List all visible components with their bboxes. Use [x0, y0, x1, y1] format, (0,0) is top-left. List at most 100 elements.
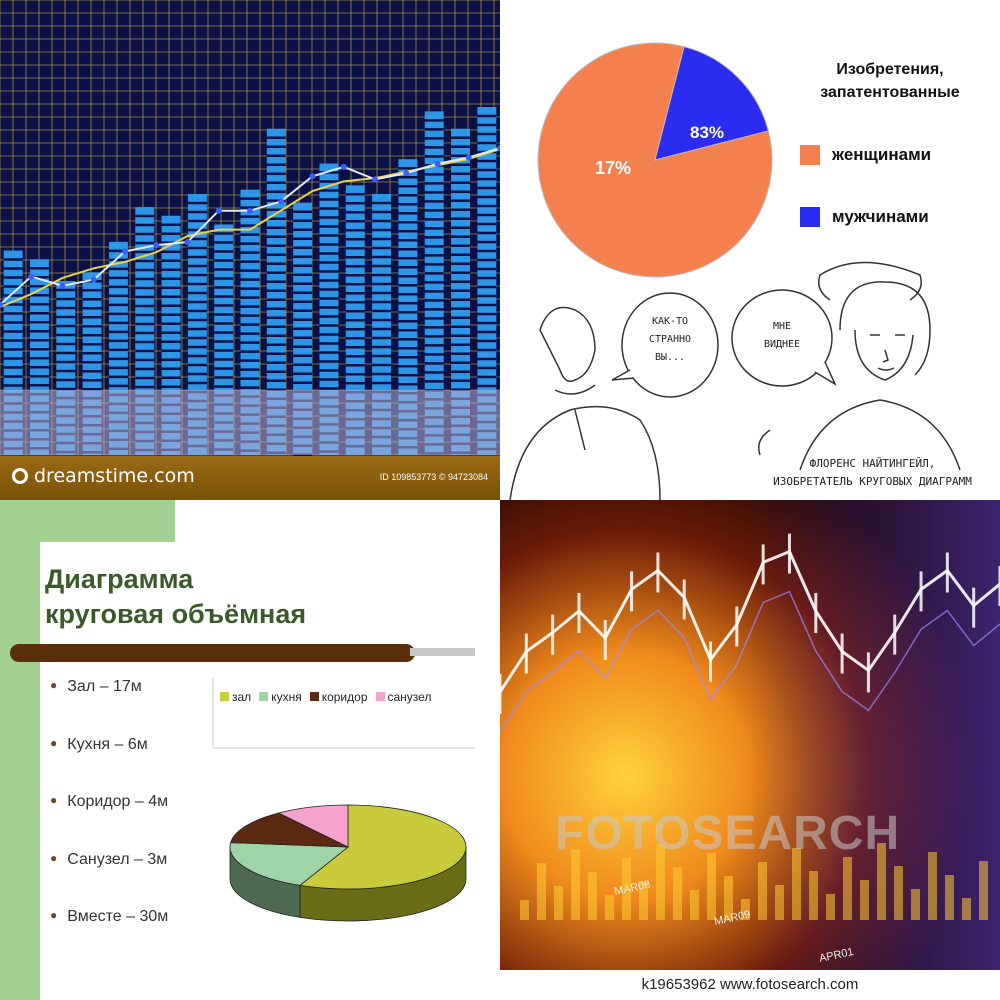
series-point [340, 163, 347, 170]
dreamstime-logo-text: dreamstime.com [34, 465, 195, 487]
pie3d-slice-koridor [230, 812, 349, 848]
pie-label-men: 83% [690, 123, 724, 142]
volume-bar [775, 885, 784, 920]
bar-line-chart-tile: dreamstime.com ID 109853773 © 94723084 [0, 0, 500, 500]
volume-bar [792, 848, 801, 920]
dreamstime-logo: dreamstime.com [12, 465, 195, 487]
bar [372, 194, 392, 455]
series-point [403, 170, 410, 177]
volume-bar [741, 899, 750, 920]
volume-bar [707, 853, 716, 920]
volume-bar [962, 898, 971, 920]
volume-bar [554, 886, 563, 920]
bubble-woman-line-1: МНЕ [772, 321, 792, 332]
volume-bar [979, 861, 988, 920]
volume-bar [826, 894, 835, 920]
volume-bar [605, 895, 614, 920]
bubble-man-line-1: КАК-ТО [651, 316, 689, 327]
pie-label-women: 17% [595, 158, 631, 178]
bubble-man-line-3: ВЫ... [654, 352, 686, 363]
volume-bar [894, 866, 903, 920]
bar [187, 194, 207, 455]
series-point [122, 248, 128, 255]
volume-bar [588, 872, 597, 920]
fotosearch-watermark: FOTOSEARCH [555, 807, 901, 860]
legend-swatch-men [800, 207, 820, 227]
cartoon-woman-drawing [799, 261, 961, 471]
slide-top-band [40, 500, 175, 542]
series-point [465, 154, 472, 161]
series-point [184, 239, 191, 246]
cartoon-caption: ФЛОРЕНС НАЙТИНГЕЙЛ, ИЗОБРЕТАТЕЛЬ КРУГОВЫ… [750, 455, 995, 491]
series-point [153, 242, 160, 249]
price-line-shadow [500, 590, 1000, 733]
volume-bar [809, 871, 818, 920]
volume-bar [622, 858, 631, 920]
pie-title-line-1: Изобретения, [836, 61, 944, 78]
slide-divider-tail [410, 648, 475, 656]
legend-item-zal: зал [220, 690, 251, 704]
speech-bubble-woman [731, 289, 833, 387]
pie-slice-men [654, 46, 769, 161]
series-point [28, 273, 35, 280]
pie-cartoon-tile: 17% 83% Изобретения, запатентованные женщ… [500, 0, 1000, 500]
list-item: ● Санузел – 3м [50, 850, 168, 868]
volume-bar [877, 843, 886, 920]
pie-title-line-2: запатентованные [820, 84, 960, 101]
legend-item-koridor: коридор [309, 690, 368, 704]
pie3d-slice-sanuzel [277, 804, 349, 848]
slide-title-line-1: Диаграмма [45, 564, 194, 594]
bar-line-chart [0, 0, 500, 456]
slide-side-band [0, 500, 40, 1000]
volume-bar [656, 844, 665, 920]
volume-bar [520, 900, 529, 920]
series-point [497, 145, 500, 152]
legend-label-men: мужчинами [832, 207, 929, 226]
volume-bar [758, 862, 767, 920]
speech-bubble-man-tail [611, 369, 635, 381]
price-line [500, 549, 1000, 693]
volume-bar [911, 889, 920, 920]
bubble-man-line-2: СТРАННО [648, 334, 692, 345]
speech-bubble-man [621, 292, 719, 398]
legend-item-sanuzel: санузел [375, 690, 431, 704]
volume-bar [724, 876, 733, 920]
pie3d-legend: зал кухня коридор санузел [220, 690, 431, 704]
volume-bar [571, 849, 580, 920]
list-item: ● Коридор – 4м [50, 793, 169, 810]
cartoon-man-drawing [509, 306, 661, 500]
series-point [247, 207, 253, 214]
legend-item-women: женщинами [800, 145, 931, 165]
pie-title: Изобретения, запатентованные [805, 58, 975, 104]
bubble-woman-line-2: ВИДНЕЕ [763, 339, 801, 350]
slide-divider [10, 644, 415, 662]
bullet-list: ● Зал – 17м ● Кухня – 6м ● Коридор – 4м ● Са… [50, 678, 168, 966]
volume-bar [690, 890, 699, 920]
fotosearch-credit: k19653962 www.fotosearch.com [500, 970, 1000, 1000]
series-point [215, 207, 222, 214]
list-item: ● Кухня – 6м [50, 735, 148, 753]
slide-title: Диаграмма круговая объёмная [45, 562, 306, 632]
volume-bar [843, 857, 852, 920]
chart-floor-reflection [0, 390, 500, 455]
series-point [434, 160, 441, 167]
volume-bar [945, 875, 954, 920]
legend-swatch-women [800, 145, 820, 165]
legend-item-men: мужчинами [800, 207, 929, 227]
stock-image-id: ID 109853773 © 94723084 [379, 472, 488, 482]
list-item: ● Зал – 17м [50, 678, 142, 695]
legend-label-women: женщинами [832, 145, 932, 164]
series-point [372, 176, 378, 183]
pie3d-chart [212, 678, 475, 922]
caption-arrow [758, 429, 771, 456]
volume-bar [928, 852, 937, 920]
series-point [90, 276, 97, 283]
patents-pie-chart: 17% 83% [509, 42, 961, 500]
volume-bar [860, 880, 869, 920]
series-point [278, 198, 285, 205]
pie3d-slice-zal [299, 804, 467, 890]
volume-bar [639, 881, 648, 920]
slide-title-line-2: круговая объёмная [45, 599, 307, 629]
bubble-man-text: КАК-ТО СТРАННО ВЫ... [630, 313, 710, 367]
